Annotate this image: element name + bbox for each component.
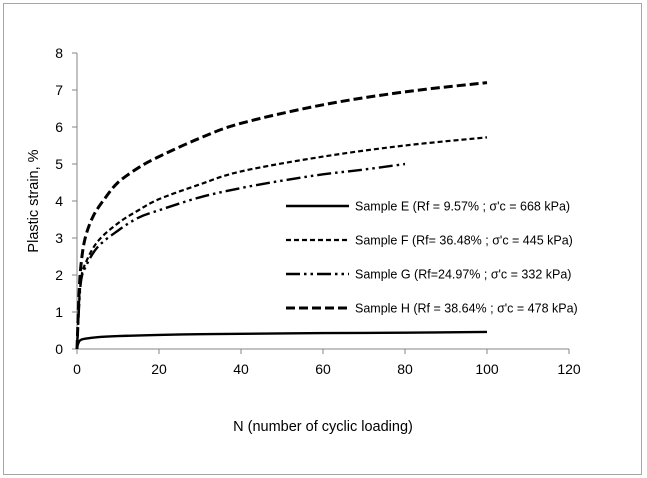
y-axis-ticks: 0 1 2 3 4 5 6 7 8 [55,45,77,357]
y-tick-label: 7 [55,82,63,98]
y-tick-label: 5 [55,156,63,172]
x-tick-label: 80 [397,361,413,377]
y-tick-label: 0 [55,341,63,357]
x-tick-label: 40 [233,361,249,377]
legend-label-2: Sample F (Rf= 36.48% ; σ'c = 445 kPa) [355,234,573,248]
x-tick-label: 0 [73,361,81,377]
series-line-1 [75,330,488,348]
y-tick-label: 8 [55,45,63,61]
legend-label-4: Sample H (Rf = 38.64% ; σ'c = 478 kPa) [355,302,578,316]
x-tick-label: 60 [315,361,331,377]
x-tick-label: 120 [557,361,581,377]
legend-label-1: Sample E (Rf = 9.57% ; σ'c = 668 kPa) [355,200,570,214]
y-tick-label: 6 [55,119,63,135]
x-axis-ticks: 0 20 40 60 80 100 120 [73,349,581,377]
legend-label-3: Sample G (Rf=24.97% ; σ'c = 332 kPa) [355,268,571,282]
x-tick-label: 100 [475,361,499,377]
series-line-4 [75,81,488,350]
x-axis-title: N (number of cyclic loading) [233,419,413,435]
y-tick-label: 3 [55,230,63,246]
legend: Sample E (Rf = 9.57% ; σ'c = 668 kPa) Sam… [286,200,578,316]
series-line-2 [75,136,488,350]
x-tick-label: 20 [151,361,167,377]
y-tick-label: 4 [55,193,63,209]
series-layer [75,81,488,350]
series-line-3 [75,162,406,350]
y-tick-label: 1 [55,304,63,320]
y-axis-title: Plastic strain, % [26,149,42,252]
y-tick-label: 2 [55,267,63,283]
